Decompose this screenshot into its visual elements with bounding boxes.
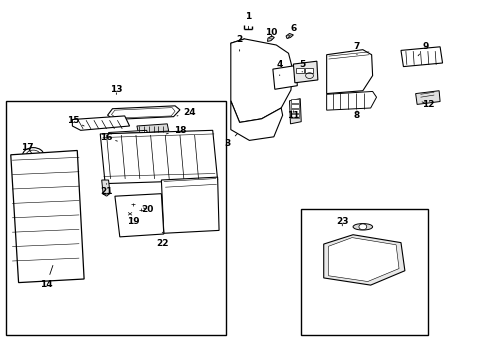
Text: 23: 23: [335, 217, 348, 226]
Text: 18: 18: [166, 126, 186, 135]
Polygon shape: [400, 47, 442, 67]
Text: 11: 11: [286, 111, 299, 120]
Text: 3: 3: [224, 134, 237, 148]
Polygon shape: [161, 177, 219, 233]
Polygon shape: [230, 39, 246, 55]
Text: 2: 2: [236, 35, 242, 51]
Text: 7: 7: [353, 42, 360, 55]
Text: 4: 4: [276, 60, 283, 76]
Text: 9: 9: [417, 42, 428, 56]
Polygon shape: [328, 238, 398, 282]
Polygon shape: [115, 194, 163, 237]
Circle shape: [128, 201, 137, 208]
Polygon shape: [289, 99, 301, 124]
Polygon shape: [293, 61, 317, 83]
Text: 12: 12: [421, 100, 433, 109]
Polygon shape: [326, 91, 376, 110]
Circle shape: [137, 207, 144, 212]
Text: 21: 21: [100, 184, 113, 196]
Polygon shape: [100, 130, 217, 184]
Text: 6: 6: [288, 24, 296, 38]
Text: 13: 13: [110, 85, 122, 94]
Bar: [300, 209, 427, 335]
Text: 22: 22: [156, 232, 168, 248]
Bar: [6, 101, 225, 335]
Polygon shape: [72, 116, 129, 130]
Polygon shape: [11, 150, 84, 283]
Circle shape: [126, 212, 133, 217]
Bar: [305, 68, 312, 73]
Polygon shape: [137, 124, 168, 133]
Bar: [290, 99, 298, 103]
Text: 24: 24: [177, 108, 196, 117]
Text: 1: 1: [245, 12, 251, 29]
Text: 20: 20: [141, 205, 154, 214]
Text: 19: 19: [126, 217, 139, 226]
Polygon shape: [107, 106, 180, 120]
Polygon shape: [102, 180, 110, 194]
Text: 10: 10: [264, 28, 277, 37]
Text: 17: 17: [20, 143, 33, 153]
Polygon shape: [230, 39, 292, 122]
Polygon shape: [323, 235, 404, 285]
Bar: [290, 114, 298, 118]
Text: 5: 5: [299, 60, 305, 72]
Polygon shape: [272, 66, 297, 89]
Text: 8: 8: [353, 111, 359, 120]
Polygon shape: [326, 50, 372, 94]
Circle shape: [22, 148, 44, 163]
Bar: [290, 109, 298, 113]
Bar: [296, 68, 304, 73]
Text: 14: 14: [40, 265, 53, 289]
Polygon shape: [230, 101, 282, 140]
Text: 15: 15: [67, 116, 84, 126]
Ellipse shape: [352, 224, 372, 230]
Polygon shape: [285, 33, 293, 39]
Polygon shape: [108, 130, 149, 143]
Text: 16: 16: [100, 133, 117, 142]
Polygon shape: [267, 36, 274, 41]
Circle shape: [358, 224, 366, 230]
Bar: [290, 104, 298, 108]
Polygon shape: [24, 154, 44, 164]
Polygon shape: [415, 91, 439, 104]
